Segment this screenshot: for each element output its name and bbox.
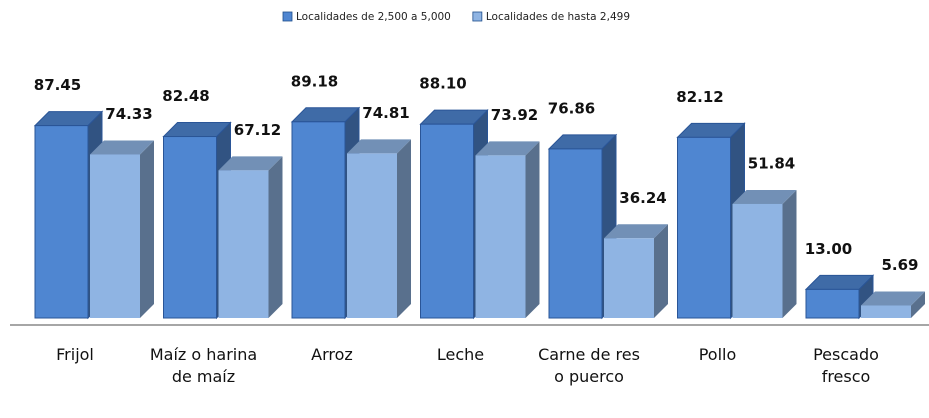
bar (732, 203, 783, 318)
value-label: 67.12 (234, 121, 281, 139)
bar (861, 305, 911, 318)
bar-side (782, 189, 797, 318)
value-label: 76.86 (548, 99, 595, 117)
x-tick-label: Carne de res o puerco (538, 345, 640, 386)
x-tick-label: Frijol (56, 345, 94, 364)
x-tick-label: Maíz o harina de maíz (149, 345, 258, 386)
bar (347, 153, 397, 318)
bar (291, 121, 346, 319)
bar-top (347, 139, 411, 154)
bar-top (604, 224, 668, 239)
value-label: 5.69 (881, 256, 918, 274)
value-label: 74.81 (362, 104, 409, 122)
x-tick-label: Leche (436, 345, 485, 364)
value-label: 74.33 (105, 105, 152, 123)
legend-label: Localidades de hasta 2,499 (486, 11, 630, 23)
bar (677, 136, 731, 319)
bar-side (525, 141, 540, 318)
bar (475, 155, 526, 318)
bar-top (732, 189, 797, 204)
x-tick-label: Arroz (311, 345, 353, 364)
bar-side (397, 139, 411, 318)
bar (548, 148, 603, 319)
bar-side (268, 156, 283, 318)
bar (90, 154, 140, 318)
x-tick-label: Pollo (698, 345, 737, 364)
bar (805, 288, 860, 319)
legend-label: Localidades de 2,500 a 5,000 (296, 11, 451, 23)
bar (604, 238, 654, 318)
value-label: 13.00 (805, 240, 852, 258)
value-label: 36.24 (619, 189, 666, 207)
bar-top (475, 141, 540, 156)
value-label: 73.92 (491, 106, 538, 124)
bar (34, 125, 89, 319)
bar-side (911, 291, 925, 318)
bar-side (140, 140, 154, 318)
value-label: 82.48 (162, 87, 209, 105)
bar-side (654, 224, 668, 318)
bar (420, 123, 474, 319)
bar-top (861, 291, 925, 306)
legend-swatch (282, 11, 293, 22)
value-label: 89.18 (291, 72, 338, 90)
value-label: 82.12 (676, 88, 723, 106)
bar-top (218, 156, 283, 171)
value-label: 87.45 (34, 76, 81, 94)
value-label: 51.84 (748, 154, 795, 172)
bar (163, 136, 217, 319)
value-label: 88.10 (419, 75, 466, 93)
bar (218, 170, 269, 318)
x-tick-label: Pescado fresco (813, 345, 879, 386)
bar-top (90, 140, 154, 155)
legend-swatch (472, 11, 483, 22)
